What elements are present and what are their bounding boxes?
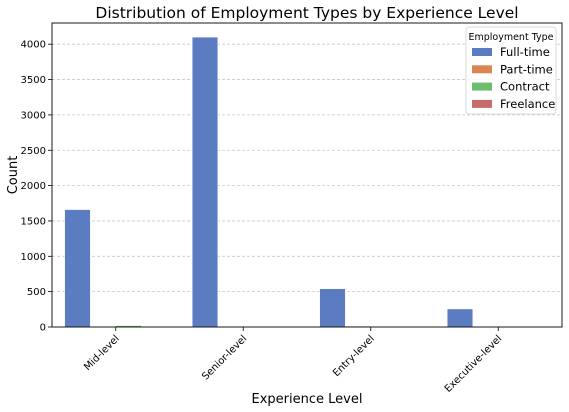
legend-label: Contract [500,80,550,94]
legend-label: Full-time [500,45,550,59]
bar-full-time-executive-level [447,308,473,328]
legend-label: Part-time [500,62,553,76]
y-tick-label: 3000 [21,110,46,121]
bars [64,36,524,328]
y-tick-label: 4000 [21,40,46,51]
chart-title: Distribution of Employment Types by Expe… [95,4,518,22]
y-tick-label: 1500 [21,216,46,227]
y-tick-label: 2500 [21,146,46,157]
legend-swatch [472,48,492,56]
x-axis-ticks: Mid-level Senior-level Entry-level Executiv… [82,327,504,395]
y-axis-ticks: 0 500 1000 1500 2000 2500 3000 3500 4000 [21,40,52,334]
x-tick-label: Executive-level [443,333,505,395]
legend-swatch [472,82,492,91]
plot-area-frame [51,22,563,328]
y-tick-label: 500 [27,287,46,298]
y-tick-label: 1000 [21,252,46,263]
bar-full-time-entry-level [319,288,346,328]
x-tick-label: Senior-level [200,333,249,382]
bar-full-time-senior-level [192,36,218,328]
legend-label: Freelance [500,97,555,111]
y-tick-label: 3500 [21,75,46,86]
x-tick-label: Entry-level [331,333,377,379]
legend-title: Employment Type [468,32,553,43]
legend: Employment Type Full-time Part-time Contrac… [465,26,557,115]
y-axis-label: Count [6,156,21,195]
bar-full-time-mid-level [64,209,91,328]
x-tick-label: Mid-level [82,333,122,373]
grid-lines [52,43,562,293]
legend-swatch [472,99,492,108]
y-tick-label: 0 [40,323,46,334]
legend-swatch [472,65,492,74]
x-axis-label: Experience Level [252,392,363,407]
y-tick-label: 2000 [21,181,46,192]
